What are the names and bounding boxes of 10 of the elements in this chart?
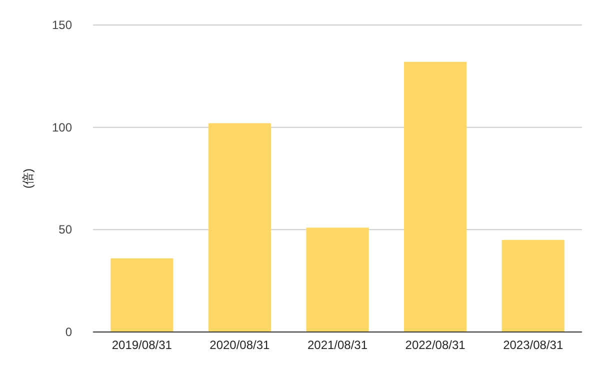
y-tick-label: 150 (52, 18, 72, 32)
y-tick-label: 100 (52, 120, 72, 134)
x-tick-label: 2019/08/31 (112, 338, 172, 352)
x-tick-label: 2022/08/31 (405, 338, 466, 352)
y-tick-label: 0 (65, 325, 72, 339)
x-tick-label: 2020/08/31 (210, 338, 270, 352)
y-axis-title: (倍) (21, 168, 35, 188)
y-tick-label: 50 (58, 222, 72, 237)
x-tick-label: 2023/08/31 (503, 338, 564, 352)
x-tick-label: 2021/08/31 (307, 338, 368, 352)
